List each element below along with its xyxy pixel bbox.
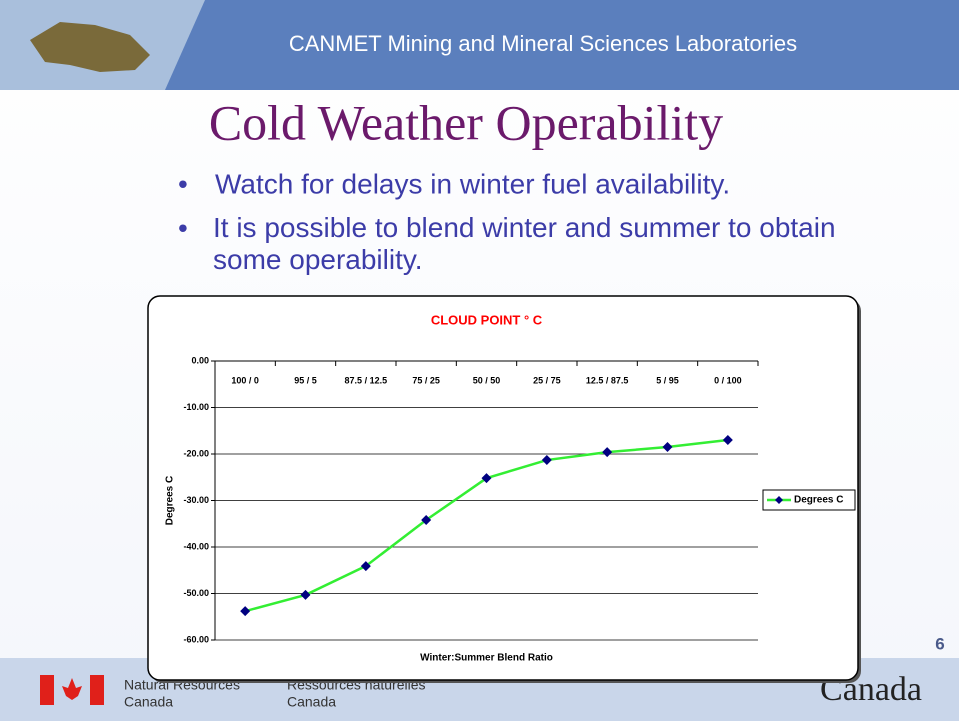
x-tick-label: 12.5 / 87.5 [586, 375, 629, 385]
footer-text: Canada [287, 694, 336, 710]
bullet: It is possible to blend winter and summe… [213, 212, 873, 276]
flag-bar [40, 675, 54, 705]
x-tick-label: 75 / 25 [412, 375, 440, 385]
page-number: 6 [935, 634, 944, 653]
x-axis-title: Winter:Summer Blend Ratio [420, 653, 553, 664]
x-tick-label: 25 / 75 [533, 375, 561, 385]
footer-text: Canada [124, 694, 173, 710]
x-tick-label: 0 / 100 [714, 375, 742, 385]
chart-frame [148, 296, 858, 680]
y-tick-label: -30.00 [183, 495, 209, 505]
slide-title: Cold Weather Operability [209, 94, 723, 150]
y-tick-label: -40.00 [183, 541, 209, 551]
y-axis-title: Degrees C [165, 476, 176, 525]
x-tick-label: 5 / 95 [656, 375, 679, 385]
bullet: Watch for delays in winter fuel availabi… [215, 168, 730, 199]
chart-title: CLOUD POINT ° C [431, 312, 543, 327]
flag-bar [90, 675, 104, 705]
y-tick-label: -10.00 [183, 402, 209, 412]
x-tick-label: 100 / 0 [231, 375, 259, 385]
bullet-dot: • [178, 212, 188, 243]
y-tick-label: -60.00 [183, 634, 209, 644]
y-tick-label: -20.00 [183, 448, 209, 458]
header-title: CANMET Mining and Mineral Sciences Labor… [289, 31, 797, 56]
slide: CANMET Mining and Mineral Sciences Labor… [0, 0, 959, 721]
bullet-wrap: It is possible to blend winter and summe… [213, 212, 873, 292]
y-tick-label: -50.00 [183, 588, 209, 598]
x-tick-label: 95 / 5 [294, 375, 317, 385]
x-tick-label: 50 / 50 [473, 375, 501, 385]
y-tick-label: 0.00 [191, 355, 209, 365]
legend-label: Degrees C [794, 495, 843, 506]
bullet-dot: • [178, 168, 188, 199]
x-tick-label: 87.5 / 12.5 [345, 375, 388, 385]
